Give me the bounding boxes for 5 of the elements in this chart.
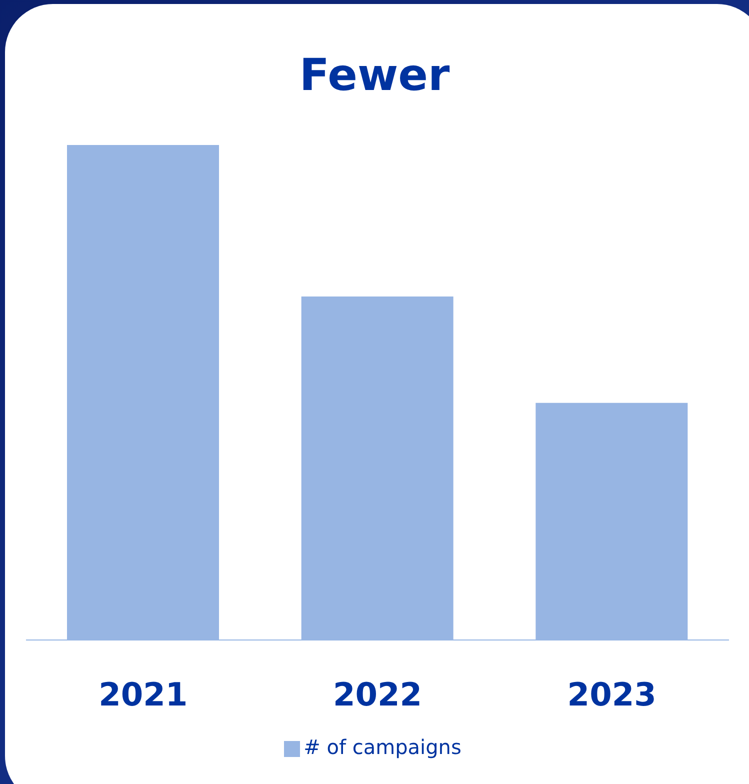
x-tick-label: 2023	[567, 676, 656, 714]
x-tick-label: 2022	[332, 676, 422, 714]
x-tick-label: 2021	[98, 676, 188, 714]
legend-label: # of campaigns	[304, 735, 462, 759]
chart-title: Fewer	[298, 50, 451, 101]
